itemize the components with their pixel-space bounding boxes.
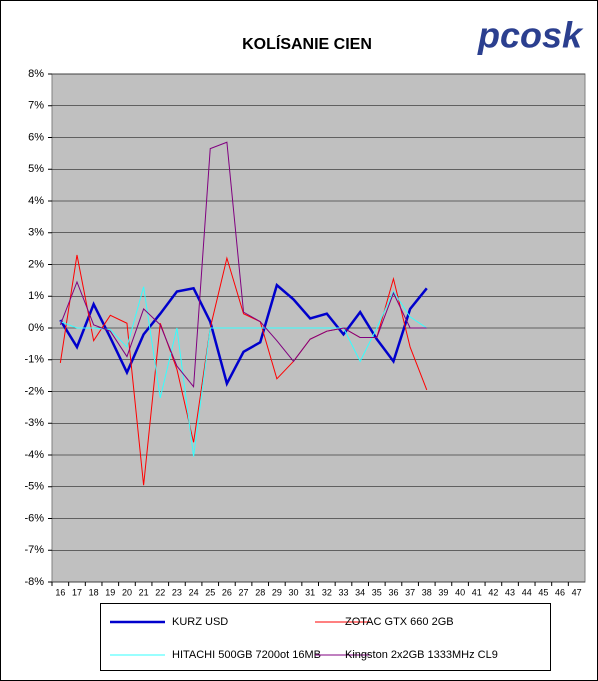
x-tick-label: 33 xyxy=(338,587,348,597)
x-tick-label: 26 xyxy=(222,587,232,597)
x-tick-label: 35 xyxy=(372,587,382,597)
chart-title: KOLÍSANIE CIEN xyxy=(242,34,372,53)
series-line xyxy=(60,286,428,457)
logo: pcosk xyxy=(477,15,584,56)
x-tick-label: 40 xyxy=(455,587,465,597)
y-tick-label: -8% xyxy=(24,576,44,588)
y-tick-label: 7% xyxy=(28,100,44,112)
y-tick-label: 1% xyxy=(28,290,44,302)
x-tick-label: 44 xyxy=(522,587,532,597)
x-tick-label: 43 xyxy=(505,587,515,597)
x-tick-label: 30 xyxy=(289,587,299,597)
x-tick-label: 18 xyxy=(89,587,99,597)
y-tick-label: -7% xyxy=(24,544,44,556)
series-line xyxy=(59,141,427,389)
x-tick-label: 24 xyxy=(189,587,199,597)
legend-label: ZOTAC GTX 660 2GB xyxy=(345,616,454,628)
x-tick-label: 31 xyxy=(305,587,315,597)
legend-label: HITACHI 500GB 7200ot 16MB xyxy=(172,649,321,661)
x-tick-label: 41 xyxy=(472,587,482,597)
legend-label: KURZ USD xyxy=(172,616,228,628)
y-tick-label: 4% xyxy=(28,195,44,207)
x-tick-label: 34 xyxy=(355,587,365,597)
y-tick-label: -1% xyxy=(24,354,44,366)
y-tick-label: 3% xyxy=(28,227,44,239)
y-tick-label: -4% xyxy=(24,449,44,461)
series-line xyxy=(59,282,428,387)
x-tick-label: 36 xyxy=(388,587,398,597)
x-tick-label: 42 xyxy=(488,587,498,597)
y-tick-label: -6% xyxy=(24,512,44,524)
x-tick-label: 29 xyxy=(272,587,282,597)
x-tick-label: 46 xyxy=(555,587,565,597)
x-tick-label: 22 xyxy=(155,587,165,597)
x-tick-label: 45 xyxy=(538,587,548,597)
x-tick-label: 21 xyxy=(139,587,149,597)
legend-box xyxy=(100,603,551,671)
x-tick-label: 38 xyxy=(422,587,432,597)
legend-label: Kingston 2x2GB 1333MHz CL9 xyxy=(345,649,498,661)
y-tick-label: -2% xyxy=(24,385,44,397)
x-tick-label: 27 xyxy=(239,587,249,597)
x-tick-label: 39 xyxy=(438,587,448,597)
x-tick-label: 32 xyxy=(322,587,332,597)
x-tick-label: 47 xyxy=(572,587,582,597)
x-tick-label: 37 xyxy=(405,587,415,597)
y-tick-label: -3% xyxy=(24,417,44,429)
y-tick-label: 6% xyxy=(28,131,44,143)
y-tick-label: 8% xyxy=(28,68,44,80)
x-tick-label: 19 xyxy=(105,587,115,597)
x-tick-label: 20 xyxy=(122,587,132,597)
y-tick-label: 5% xyxy=(28,163,44,175)
x-tick-label: 28 xyxy=(255,587,265,597)
y-tick-label: -5% xyxy=(24,481,44,493)
y-tick-label: 0% xyxy=(28,322,44,334)
x-tick-label: 17 xyxy=(72,587,82,597)
x-tick-label: 16 xyxy=(55,587,65,597)
x-tick-label: 25 xyxy=(205,587,215,597)
x-tick-label: 23 xyxy=(172,587,182,597)
y-tick-label: 2% xyxy=(28,258,44,270)
